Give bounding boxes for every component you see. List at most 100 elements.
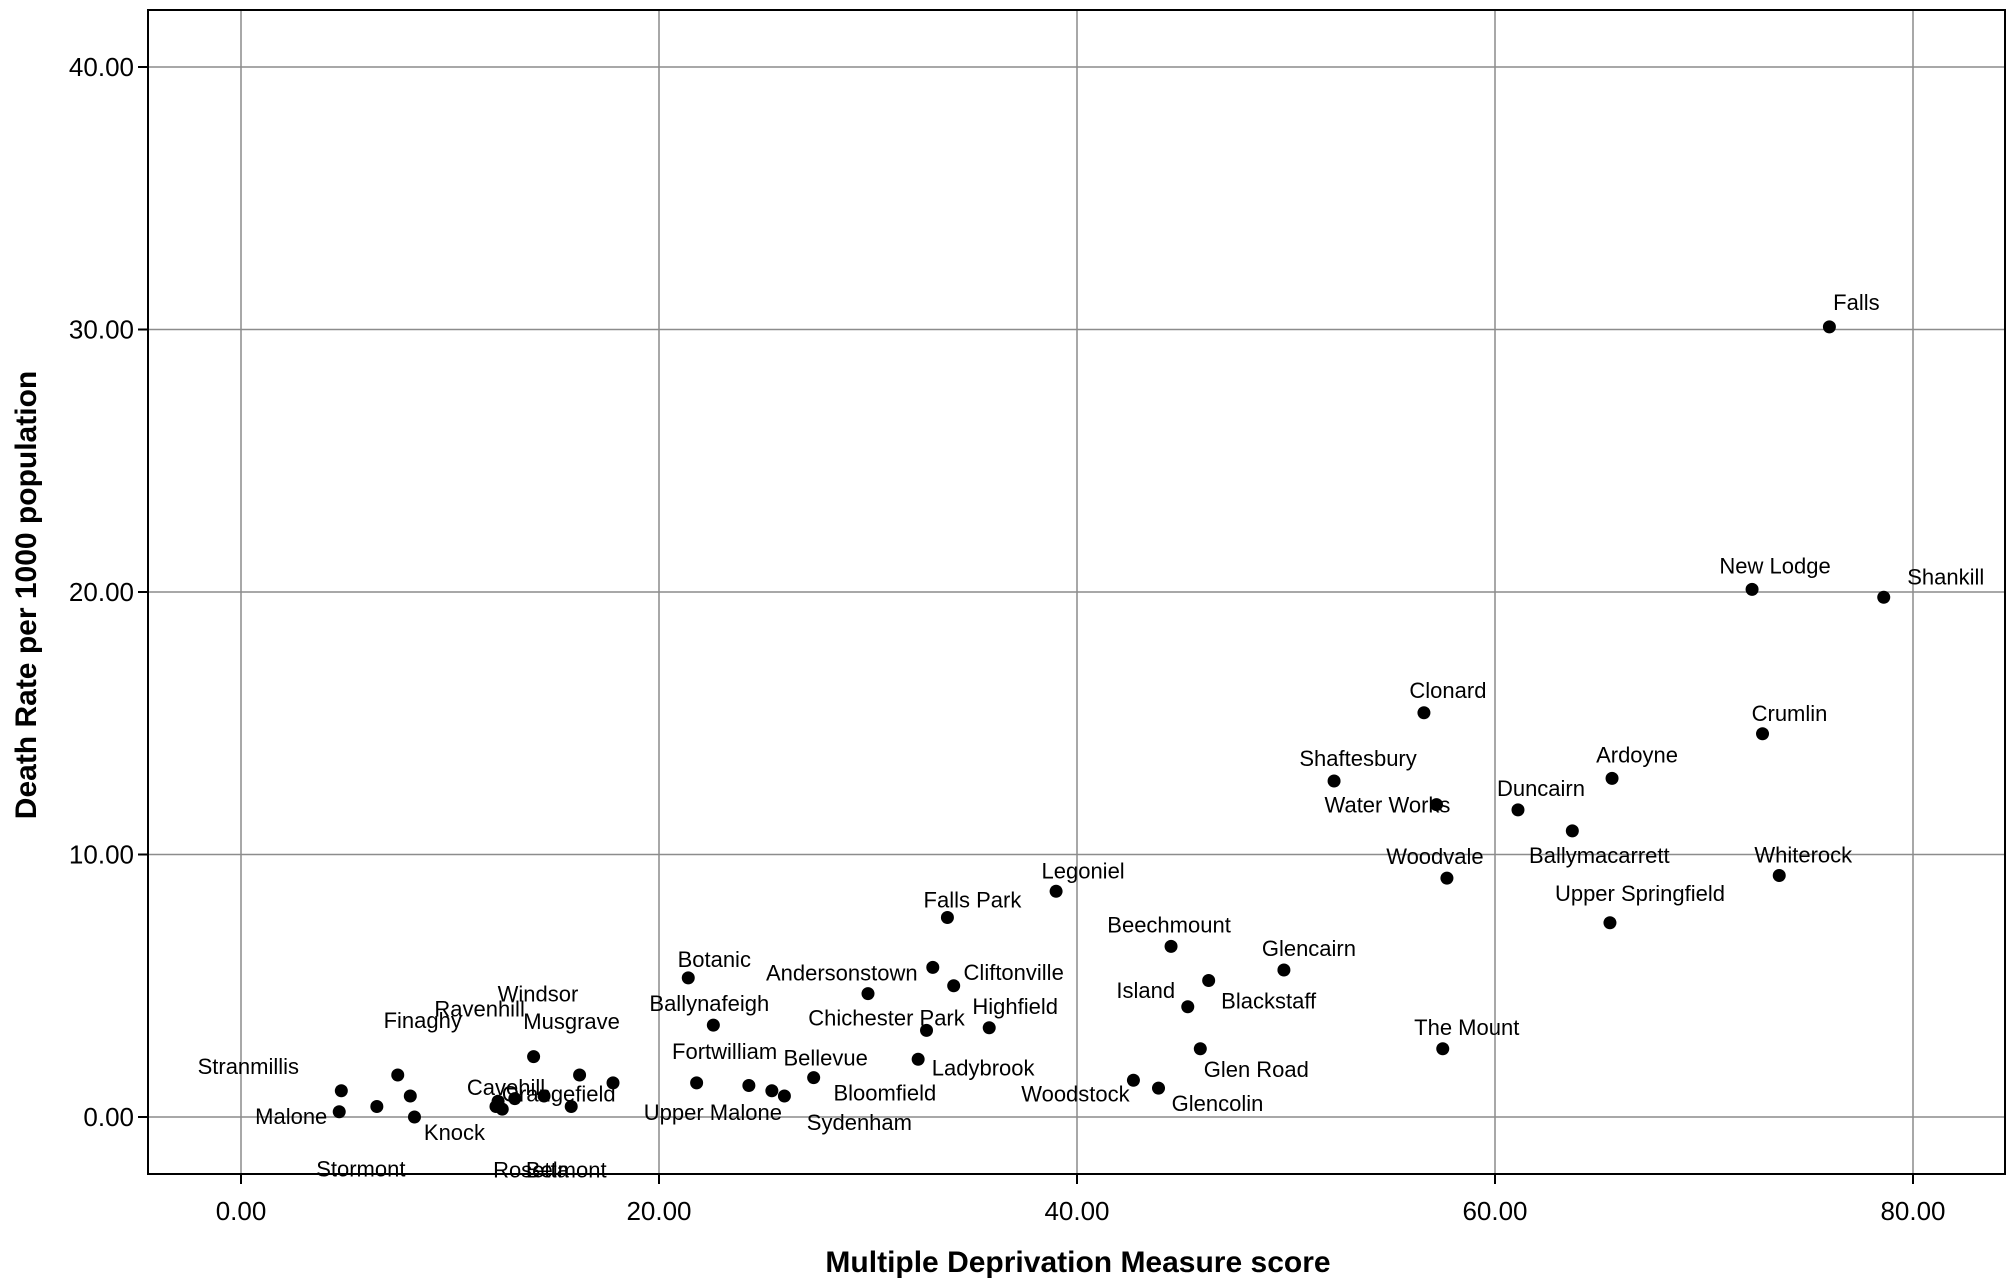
point-label: Ladybrook [932,1055,1036,1080]
point-label: Cliftonville [964,960,1064,985]
data-point [407,1110,421,1124]
y-tick-label: 20.00 [69,577,134,607]
point-label: Blackstaff [1221,989,1317,1014]
point-label: Ballynafeigh [649,991,769,1016]
point-label: Cavehill [467,1075,545,1100]
point-label: Island [1116,978,1175,1003]
x-tick-label: 40.00 [1044,1196,1109,1226]
point-label: Falls [1833,290,1879,315]
data-point [765,1084,779,1098]
point-label: Woodvale [1386,844,1483,869]
point-label: Finaghy [384,1008,462,1033]
point-label: Ardoyne [1596,742,1678,767]
y-axis-title: Death Rate per 1000 population [10,371,43,819]
data-point [706,1018,720,1032]
data-point [911,1052,925,1066]
data-point [1603,916,1617,930]
point-label: Woodstock [1021,1081,1130,1106]
point-label: Stormont [316,1157,405,1182]
data-point [982,1021,996,1035]
x-tick-label: 60.00 [1462,1196,1527,1226]
data-point [332,1105,346,1119]
point-label: Bellevue [783,1046,867,1071]
point-label: Fortwilliam [672,1039,777,1064]
point-label: Water Works [1325,793,1451,818]
point-label: Clonard [1409,678,1486,703]
axis-ticks: 0.00 20.00 40.00 60.00 80.00 0.00 10.00 20.00 30… [69,52,1946,1226]
point-label: Rosetta [493,1158,570,1183]
point-label: Ballymacarrett [1529,843,1670,868]
data-point [1565,824,1579,838]
data-point [495,1102,509,1116]
y-tick-label: 30.00 [69,315,134,345]
point-label: Windsor [498,982,579,1007]
data-point [1164,939,1178,953]
data-point [1181,1000,1195,1014]
data-point [742,1079,756,1092]
data-point [1756,727,1770,741]
point-label: Falls Park [924,888,1023,913]
data-point [920,1023,934,1037]
data-points [332,320,1891,1124]
point-label: Bloomfield [834,1081,937,1106]
point-label: Ravenhill [434,997,525,1022]
point-label: Beechmount [1107,912,1231,937]
data-point [807,1071,821,1085]
point-label: Whiterock [1754,843,1853,868]
data-point [1822,320,1836,334]
data-point [1327,774,1341,788]
data-point [940,911,954,924]
point-label: Musgrave [523,1009,620,1034]
y-tick-label: 40.00 [69,52,134,82]
point-label: Glen Road [1204,1057,1309,1082]
data-point [573,1068,587,1082]
x-tick-label: 20.00 [626,1196,691,1226]
point-label: Shaftesbury [1299,746,1416,771]
point-label: Malone [255,1104,327,1129]
data-point [403,1089,417,1103]
data-point [947,979,961,993]
point-label: New Lodge [1719,553,1830,578]
data-point [1440,871,1454,885]
point-label: The Mount [1414,1015,1519,1040]
data-point [1605,771,1619,785]
point-label: Glencairn [1262,936,1356,961]
data-point [1436,1042,1450,1056]
point-label: Knock [424,1120,486,1145]
data-point [1429,798,1443,812]
y-tick-label: 10.00 [69,840,134,870]
point-label: Highfield [972,994,1058,1019]
point-label: Crumlin [1752,701,1828,726]
data-point [1126,1073,1140,1087]
point-label: Shankill [1907,564,1984,589]
data-point [861,987,875,1001]
point-label: Glencolin [1172,1091,1264,1116]
x-axis-title: Multiple Deprivation Measure score [825,1246,1330,1279]
data-point [777,1089,791,1103]
data-point [1511,803,1525,817]
data-point [334,1084,348,1098]
data-point [1193,1042,1207,1056]
data-point [370,1100,384,1113]
data-point [690,1076,704,1090]
data-point [1745,582,1759,596]
data-point [1202,974,1216,987]
point-label: Upper Springfield [1555,881,1725,906]
point-label: Stranmillis [198,1054,299,1079]
x-tick-label: 0.00 [216,1196,267,1226]
y-tick-label: 0.00 [83,1102,134,1132]
point-label: Duncairn [1497,776,1585,801]
point-label: Chichester Park [808,1005,966,1030]
point-label: Legoniel [1042,858,1125,883]
data-point [508,1092,522,1106]
x-tick-label: 80.00 [1880,1196,1945,1226]
data-point [606,1076,620,1090]
data-point [1152,1081,1166,1095]
data-point [1277,963,1291,977]
point-label: Belmont [526,1158,607,1183]
plot-frame [147,9,2006,1175]
point-label: Sydenham [807,1110,912,1135]
data-point [1877,590,1891,604]
data-point [1049,884,1063,898]
